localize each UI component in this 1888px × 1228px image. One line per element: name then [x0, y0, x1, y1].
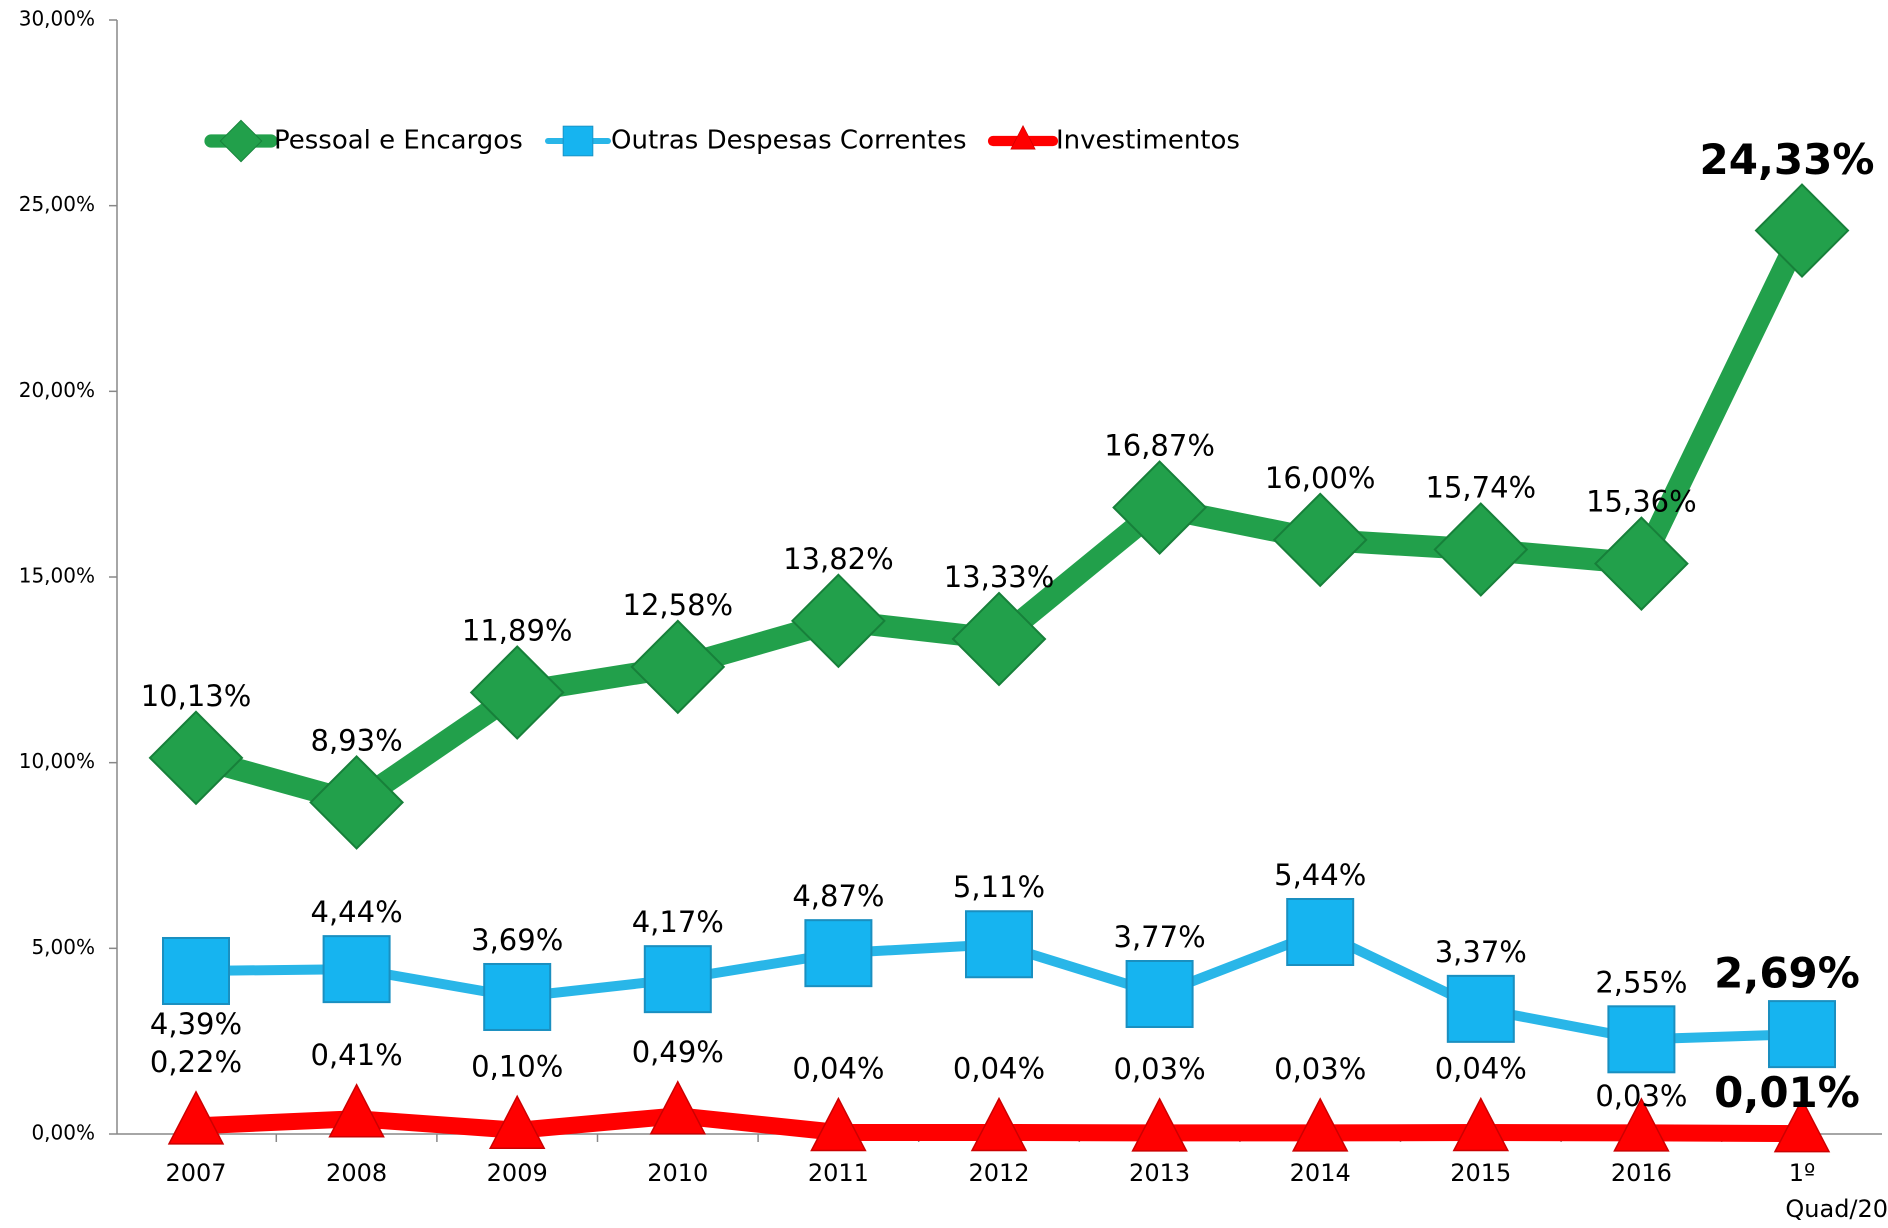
data-point	[630, 619, 726, 715]
data-label: 0,01%	[1714, 1068, 1860, 1117]
data-label: 5,44%	[1274, 858, 1366, 892]
data-point	[162, 936, 230, 1005]
data-label: 5,11%	[953, 870, 1045, 904]
data-point	[1112, 460, 1208, 555]
data-label: 2,55%	[1595, 965, 1687, 999]
data-point	[1452, 1096, 1510, 1152]
data-point	[1613, 1097, 1670, 1152]
x-tick-label-line: Quad/2017	[1785, 1195, 1888, 1223]
y-tick-label: 20,00%	[19, 378, 95, 402]
data-point	[1286, 897, 1355, 966]
data-point	[1131, 1097, 1188, 1152]
data-label: 8,93%	[311, 723, 403, 757]
x-tick-label: 2014	[1290, 1159, 1351, 1187]
data-label: 24,33%	[1700, 135, 1875, 184]
data-label: 0,03%	[1274, 1052, 1366, 1086]
y-tick-label: 10,00%	[19, 749, 95, 773]
series-line	[193, 225, 1812, 814]
data-point	[1125, 960, 1194, 1029]
data-label: 15,36%	[1586, 485, 1697, 519]
data-label: 0,41%	[311, 1038, 403, 1072]
x-tick-label: 2011	[808, 1159, 869, 1187]
y-tick-label: 5,00%	[31, 935, 95, 959]
data-label: 16,87%	[1104, 429, 1215, 463]
data-point	[483, 962, 552, 1031]
data-label: 15,74%	[1426, 471, 1537, 505]
x-tick-label: 1º Quad/2017	[1785, 1159, 1888, 1223]
x-tick-label: 2013	[1129, 1159, 1190, 1187]
data-label: 13,82%	[783, 542, 894, 576]
x-tick-label: 2008	[326, 1159, 387, 1187]
data-label: 4,17%	[632, 905, 724, 939]
legend-marker	[219, 119, 263, 163]
x-tick-label: 2015	[1450, 1159, 1511, 1187]
data-label: 0,49%	[632, 1035, 724, 1069]
data-label: 11,89%	[462, 613, 573, 647]
x-tick-label: 2016	[1611, 1159, 1672, 1187]
data-point	[1272, 492, 1368, 588]
data-point	[328, 1083, 385, 1138]
data-label: 16,00%	[1265, 461, 1376, 495]
data-label: 0,03%	[1595, 1079, 1687, 1113]
data-label: 0,04%	[1435, 1052, 1527, 1086]
data-point	[1446, 974, 1515, 1043]
data-label: 4,87%	[792, 879, 884, 913]
data-point	[1607, 1005, 1676, 1074]
legend-label: Investimentos	[1056, 126, 1240, 156]
x-tick-label: 2010	[647, 1159, 708, 1187]
data-label: 10,13%	[141, 679, 252, 713]
x-tick-label: 2012	[968, 1159, 1029, 1187]
data-point	[1291, 1097, 1349, 1152]
data-label: 0,04%	[792, 1052, 884, 1086]
legend-marker	[562, 125, 594, 157]
data-point	[790, 573, 886, 669]
data-point	[167, 1090, 225, 1145]
data-label: 0,04%	[953, 1052, 1045, 1086]
x-tick-label: 2009	[487, 1159, 548, 1187]
legend-label: Outras Despesas Correntes	[611, 126, 967, 156]
data-point	[970, 1096, 1028, 1152]
data-point	[1754, 183, 1850, 278]
data-point	[804, 919, 873, 988]
data-point	[1433, 502, 1529, 597]
data-point	[309, 754, 405, 850]
y-tick-label: 30,00%	[19, 7, 95, 31]
data-label: 13,33%	[944, 560, 1055, 594]
data-label: 4,44%	[311, 895, 403, 929]
legend-label: Pessoal e Encargos	[274, 126, 523, 156]
data-label: 3,37%	[1435, 935, 1527, 969]
data-label: 3,77%	[1114, 920, 1206, 954]
data-point	[1593, 516, 1689, 612]
y-tick-label: 0,00%	[31, 1121, 95, 1145]
data-point	[810, 1096, 867, 1152]
data-label: 0,03%	[1114, 1052, 1206, 1086]
data-point	[469, 645, 565, 740]
y-tick-label: 25,00%	[19, 192, 95, 216]
data-point	[649, 1080, 707, 1135]
data-label: 0,10%	[471, 1049, 563, 1083]
data-point	[951, 591, 1047, 687]
data-label: 4,39%	[150, 1007, 242, 1041]
data-point	[965, 910, 1033, 979]
x-tick-label: 2007	[165, 1159, 226, 1187]
data-label: 3,69%	[471, 923, 563, 957]
y-tick-label: 15,00%	[19, 564, 95, 588]
x-tick-label-line: 1º	[1789, 1159, 1816, 1187]
data-point	[643, 945, 712, 1014]
data-point	[488, 1094, 546, 1150]
data-label: 0,22%	[150, 1045, 242, 1079]
data-label: 2,69%	[1714, 949, 1860, 998]
legend-marker	[1010, 124, 1036, 150]
data-point	[148, 710, 244, 806]
data-label: 12,58%	[623, 588, 734, 622]
data-point	[322, 935, 391, 1004]
data-point	[1773, 1098, 1831, 1153]
data-point	[1768, 1000, 1836, 1069]
